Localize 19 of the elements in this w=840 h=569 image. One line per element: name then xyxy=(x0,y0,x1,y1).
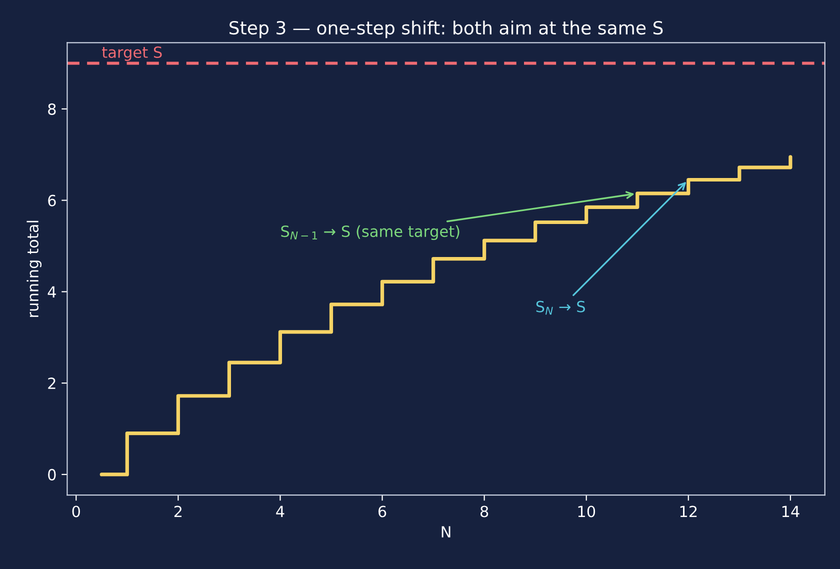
x-tick-label: 14 xyxy=(782,506,800,518)
y-tick-label: 6 xyxy=(48,194,56,206)
x-tick-label: 6 xyxy=(378,506,386,518)
y-tick-label: 8 xyxy=(48,103,56,115)
x-tick-label: 10 xyxy=(578,506,596,518)
y-tick-label: 2 xyxy=(48,378,56,389)
annotation: S$_{N−1}$ → S (same target) xyxy=(281,225,460,240)
y-axis-title: running total xyxy=(26,220,42,317)
y-tick-label: 0 xyxy=(48,468,56,480)
x-tick-label: 12 xyxy=(680,506,697,518)
x-tick-label: 8 xyxy=(480,506,488,518)
ref-line-label: target S xyxy=(102,46,162,61)
annotation: S$_{N}$ → S xyxy=(536,300,585,315)
x-tick-label: 4 xyxy=(276,506,284,518)
chart-title: Step 3 — one-step shift: both aim at the same S xyxy=(230,20,663,38)
x-axis-title: N xyxy=(442,526,450,538)
y-tick-label: 4 xyxy=(48,286,56,298)
x-tick-label: 2 xyxy=(174,506,182,518)
x-tick-label: 0 xyxy=(72,506,80,518)
